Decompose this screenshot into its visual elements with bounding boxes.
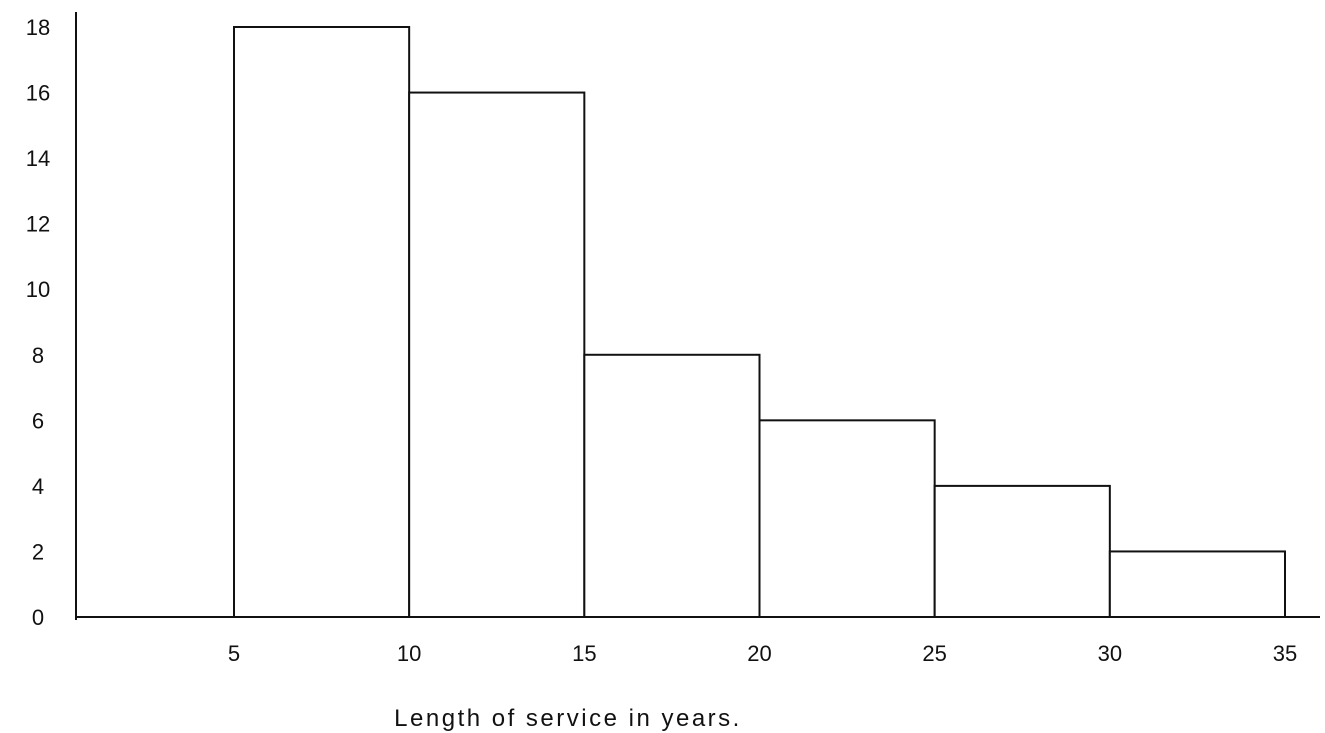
y-tick-label: 4 [32,474,44,499]
x-tick-label: 15 [572,641,596,666]
histogram-bar-20-25 [758,419,936,619]
y-tick-labels: 0 2 4 6 8 10 12 14 16 18 [26,15,50,630]
x-tick-label: 35 [1273,641,1297,666]
x-tick-label: 30 [1098,641,1122,666]
y-tick-label: 0 [32,605,44,630]
y-tick-label: 16 [26,81,50,106]
y-tick-label: 12 [26,212,50,237]
bars-group [233,26,1287,619]
histogram-bar-15-20 [583,353,761,618]
histogram-bar-5-10 [233,26,411,618]
x-tick-label: 10 [397,641,421,666]
y-tick-label: 14 [26,146,50,171]
x-tick-labels: 5 10 15 20 25 30 35 [228,641,1297,666]
histogram-bar-10-15 [408,91,586,619]
x-tick-label: 25 [922,641,946,666]
x-tick-label: 20 [747,641,771,666]
y-tick-label: 8 [32,343,44,368]
y-tick-label: 6 [32,408,44,433]
x-tick-label: 5 [228,641,240,666]
y-tick-label: 2 [32,539,44,564]
y-tick-label: 10 [26,277,50,302]
histogram-bar-30-35 [1108,550,1287,619]
x-axis-title: Length of service in years. [394,705,742,732]
histogram-bar-25-30 [933,484,1111,618]
y-tick-label: 18 [26,15,50,40]
